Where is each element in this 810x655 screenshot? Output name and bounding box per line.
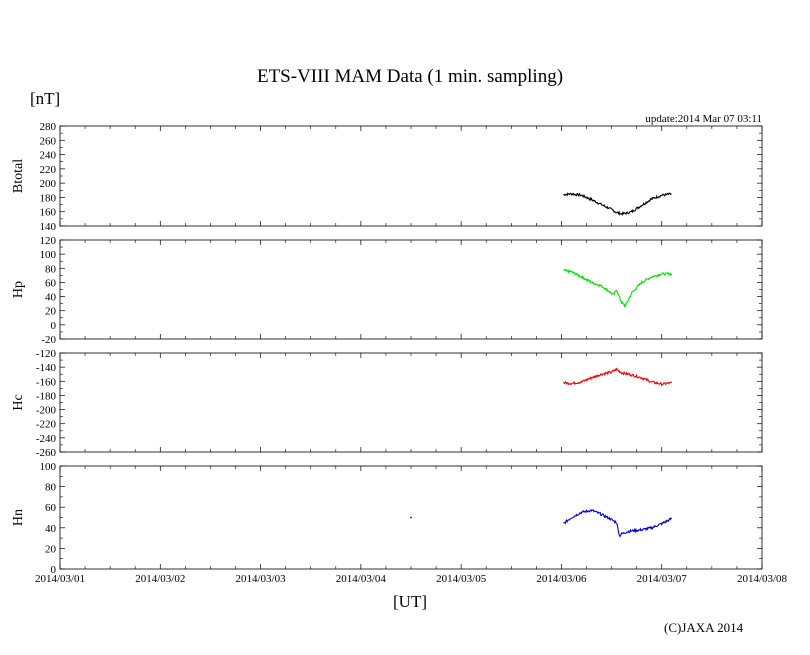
y-tick-label: 180 — [40, 192, 57, 204]
panel-frame-hp — [59, 239, 763, 340]
y-tick-label: 60 — [45, 502, 57, 514]
y-tick-label: -200 — [36, 405, 57, 417]
x-tick-label: 2014/03/05 — [436, 573, 487, 585]
x-tick-label: 2014/03/01 — [35, 573, 85, 585]
y-tick-label: 0 — [51, 320, 57, 332]
y-tick-label: 260 — [40, 135, 57, 147]
update-timestamp: update:2014 Mar 07 03:11 — [645, 113, 762, 125]
y-tick-label: -20 — [41, 334, 56, 346]
y-tick-label: 100 — [40, 249, 57, 261]
y-tick-label: -260 — [36, 447, 57, 459]
y-axis-unit: [nT] — [30, 89, 61, 108]
y-tick-label: -240 — [36, 433, 57, 445]
y-tick-label: 0 — [51, 564, 57, 576]
y-tick-label: -120 — [36, 348, 57, 360]
y-tick-label: -140 — [36, 362, 57, 374]
outlier-point — [410, 516, 412, 519]
panel-label-hc: Hc — [11, 394, 26, 410]
x-axis-unit: [UT] — [393, 592, 427, 611]
panel-label-hn: Hn — [11, 509, 26, 526]
y-tick-label: 100 — [40, 461, 57, 473]
y-tick-label: 20 — [45, 543, 57, 555]
series-line-hp — [563, 268, 673, 308]
x-tick-label: 2014/03/07 — [637, 573, 688, 585]
x-tick-label: 2014/03/03 — [236, 573, 287, 585]
y-tick-label: 40 — [45, 523, 57, 535]
panel-label-hp: Hp — [11, 281, 26, 298]
x-tick-label: 2014/03/04 — [336, 573, 387, 585]
panel-frame-hc — [59, 352, 763, 453]
y-tick-label: -220 — [36, 419, 57, 431]
y-tick-label: 20 — [45, 306, 57, 318]
series-line-hn — [563, 508, 673, 538]
y-tick-label: 120 — [40, 235, 57, 247]
panel-frame-btotal — [59, 125, 763, 227]
x-tick-label: 2014/03/02 — [135, 573, 185, 585]
y-tick-label: 200 — [40, 178, 57, 190]
y-tick-label: -180 — [36, 390, 57, 402]
y-tick-label: 40 — [45, 292, 57, 304]
series-line-hc — [563, 367, 673, 387]
y-tick-label: 280 — [40, 121, 57, 133]
y-tick-label: 80 — [45, 482, 57, 494]
y-tick-label: 240 — [40, 150, 57, 162]
y-tick-label: 140 — [40, 221, 57, 233]
y-tick-label: -160 — [36, 376, 57, 388]
copyright-text: (C)JAXA 2014 — [664, 620, 744, 635]
y-tick-label: 80 — [45, 263, 57, 275]
y-tick-label: 160 — [40, 207, 57, 219]
chart-title: ETS-VIII MAM Data (1 min. sampling) — [256, 66, 564, 87]
y-tick-label: 60 — [45, 277, 57, 289]
panel-label-btotal: Btotal — [11, 159, 26, 193]
series-line-btotal — [563, 192, 672, 216]
y-tick-label: 220 — [40, 164, 57, 176]
x-tick-label: 2014/03/06 — [536, 573, 587, 585]
x-tick-label: 2014/03/08 — [737, 573, 788, 585]
